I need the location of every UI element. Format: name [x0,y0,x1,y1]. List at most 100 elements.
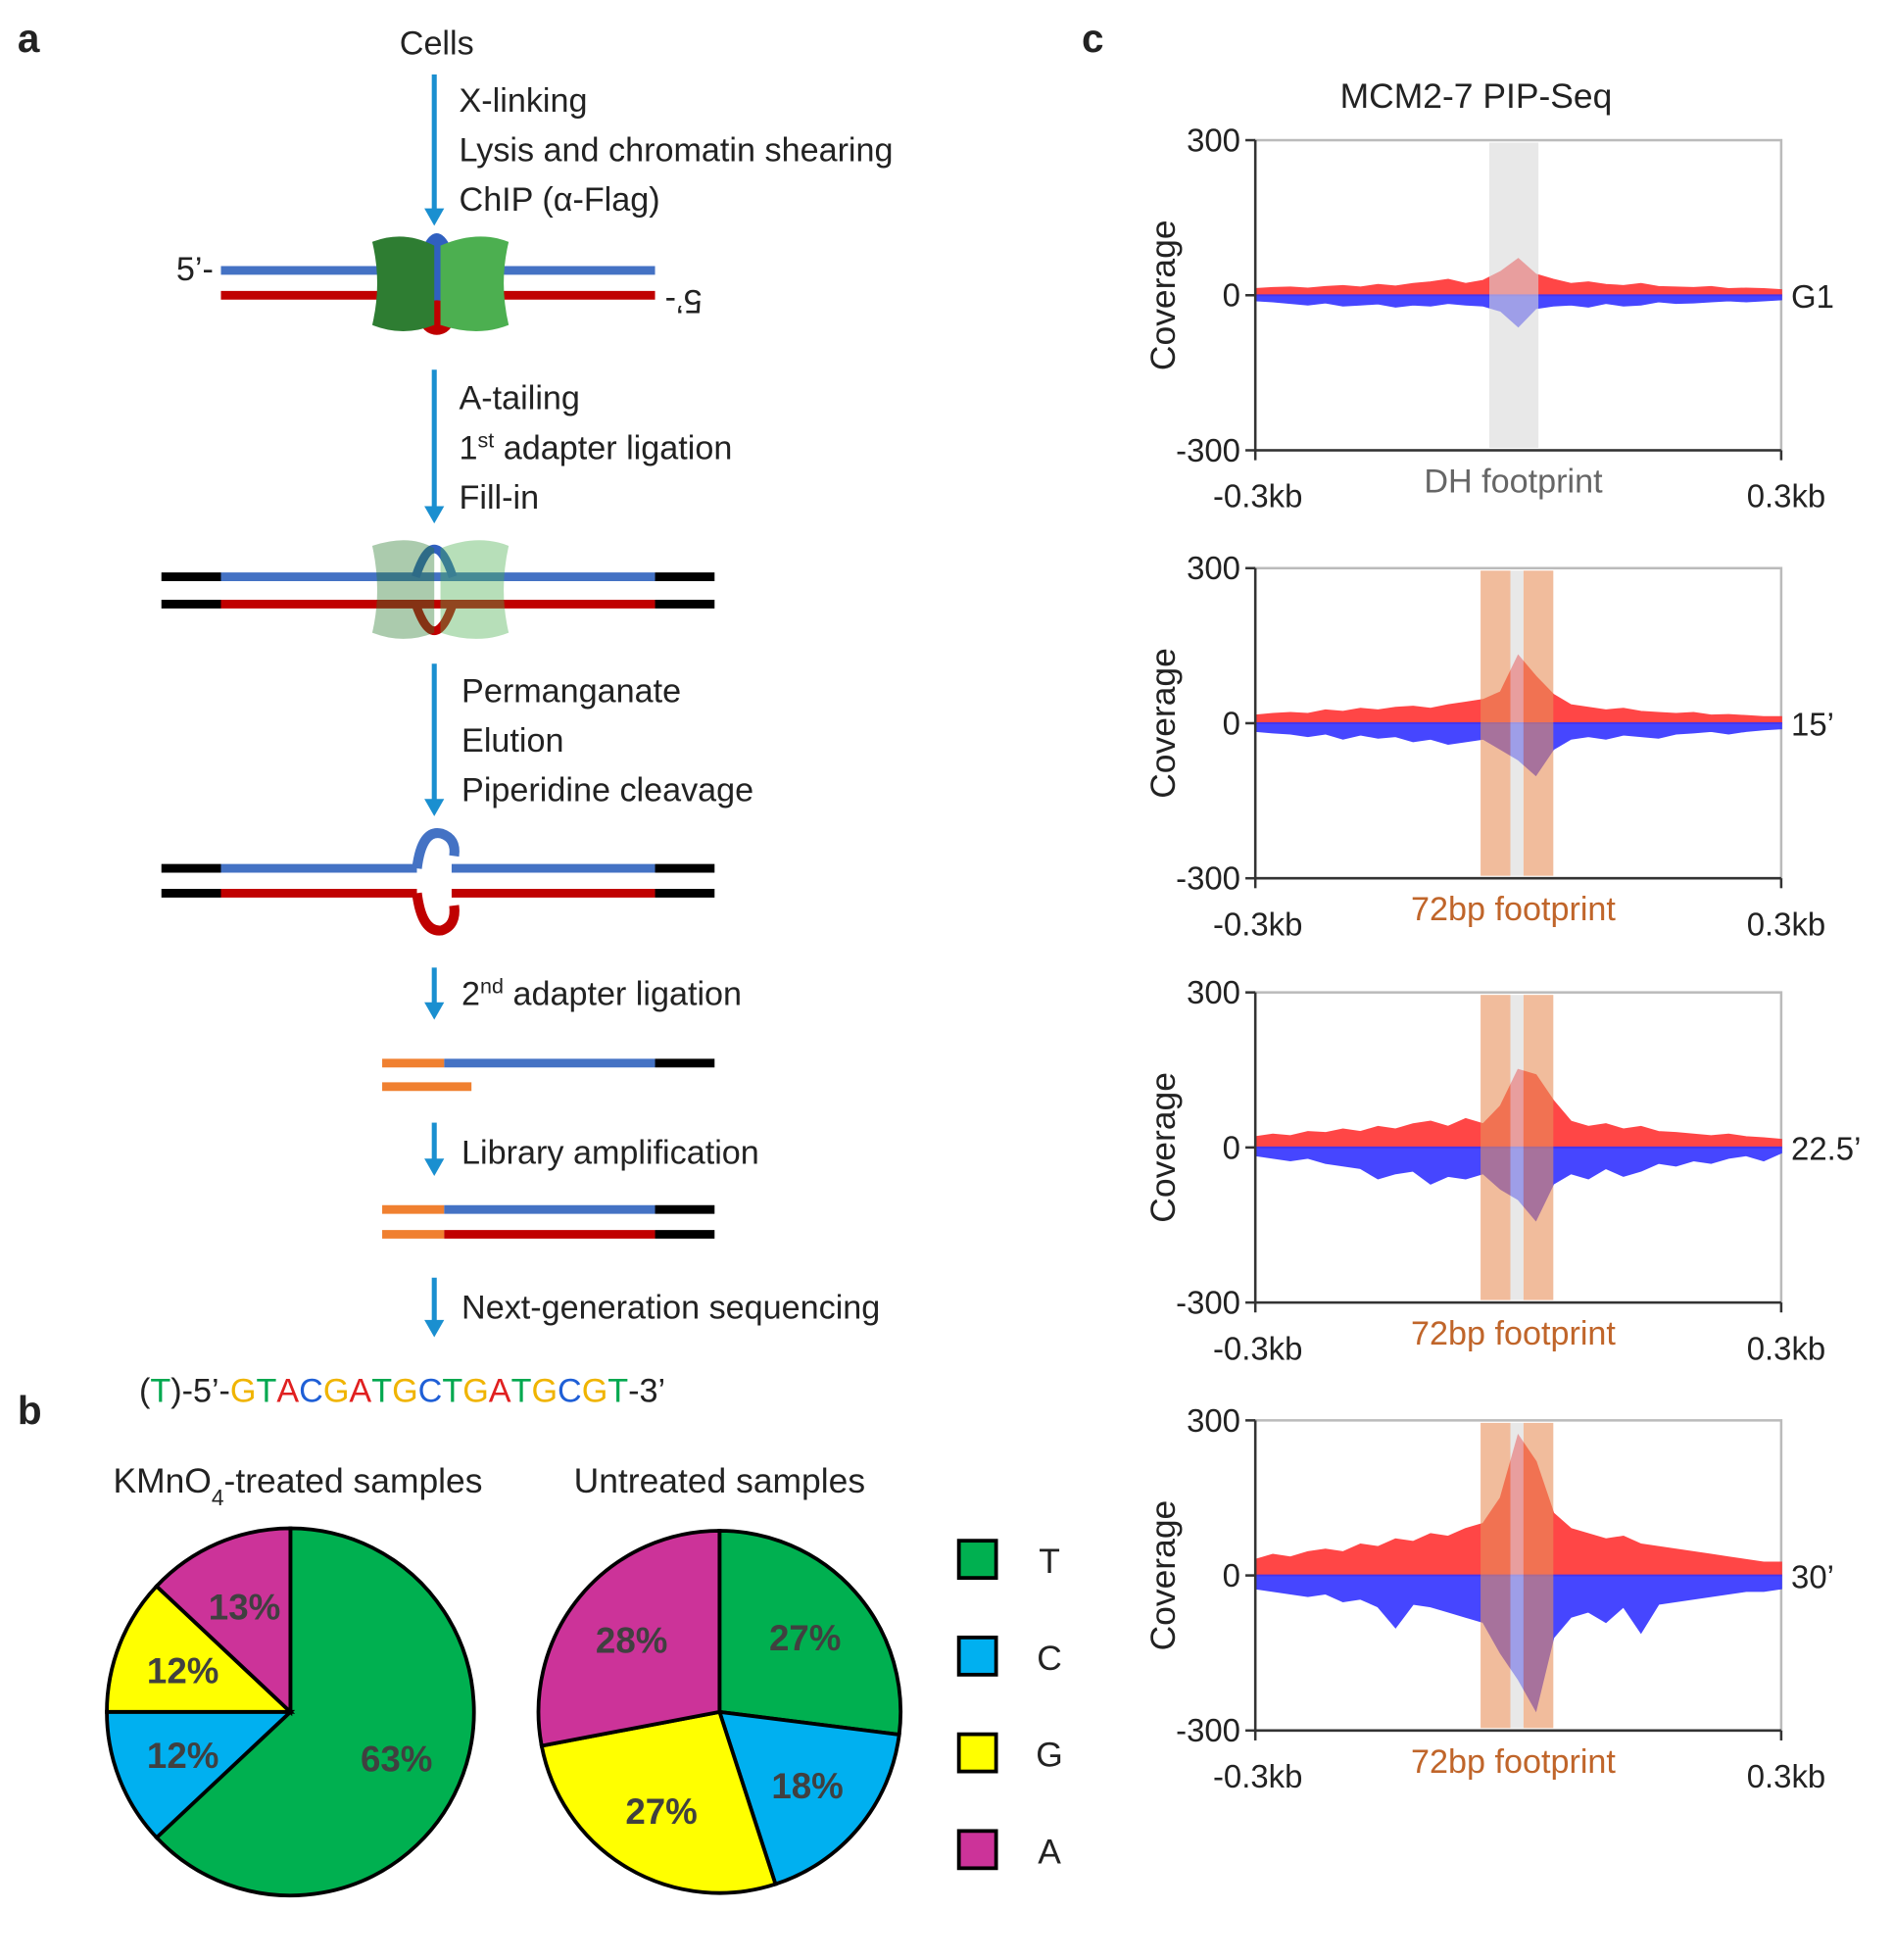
pie-title-part: 4 [212,1485,224,1510]
y-tick-label: 300 [1187,974,1240,1010]
pie-value-label: 13% [209,1587,280,1627]
sequence-token: G [392,1372,418,1409]
legend-swatch [956,1539,998,1581]
x-tick-label: -0.3kb [1213,906,1302,942]
step-label: Elution [461,722,563,760]
y-tick-label: 300 [1187,550,1240,586]
sequence-token: A [349,1372,371,1409]
legend-swatch [956,1635,998,1677]
footprint-band [1523,995,1554,1300]
step-label-part: 1 [460,429,478,466]
footprint-band [1480,1422,1511,1729]
dna-schematic [382,1204,715,1239]
step-label-part: adapter ligation [494,429,732,466]
arrow-head [424,506,445,524]
pie-value-label: 28% [596,1621,667,1661]
sequence-token: G [323,1372,350,1409]
step-label-part: st [478,428,495,452]
pie-value-label: 63% [361,1740,432,1780]
sequence-token: A [276,1372,299,1409]
y-tick-label: 0 [1223,1129,1240,1165]
step-label: ChIP (α-Flag) [460,181,660,219]
panel-label: c [1082,16,1104,61]
footprint-band [1510,995,1524,1300]
x-tick-label: 0.3kb [1747,478,1826,514]
arrow-head [424,1158,445,1176]
step-label: X-linking [460,82,588,120]
dna-schematic [161,540,715,639]
strand-end-label: 5’- [176,251,214,288]
sequence-token: C [558,1372,582,1409]
footprint-band [1523,1422,1554,1729]
condition-label: 15’ [1791,707,1834,743]
x-tick-label: -0.3kb [1213,1758,1302,1794]
footprint-band [1510,1422,1524,1729]
pie-slice [536,1529,722,1748]
pie-slice [717,1529,903,1738]
step-label-part: nd [480,974,504,998]
step-label: Next-generation sequencing [461,1290,880,1327]
cells-label: Cells [400,25,474,63]
y-axis-label: Coverage [1143,1072,1183,1223]
pie-value-label: 12% [147,1650,218,1690]
pie-value-label: 27% [769,1618,841,1658]
y-axis-label: Coverage [1143,220,1183,370]
footprint-band [1523,570,1554,876]
legend-label: T [1039,1542,1060,1581]
y-tick-label: 0 [1223,1557,1240,1593]
y-tick-label: 0 [1223,705,1240,741]
sequence-token: T [371,1372,392,1409]
sequence-token: G [531,1372,558,1409]
step-label: 2nd adapter ligation [461,974,742,1012]
sequence-token: ( [139,1372,151,1409]
y-tick-label: 0 [1223,277,1240,314]
panel-label: b [18,1388,42,1433]
sequence-token: )-5’- [170,1372,230,1409]
sequence: (T)-5’-GTACGATGCTGATGCGT-3’ [139,1372,665,1409]
arrow-head [424,799,445,816]
dna-schematic [161,828,715,936]
dna-schematic [220,232,655,335]
sequence-token: C [299,1372,323,1409]
pie-title: KMnO4-treated samples [113,1461,482,1510]
sequence-token: T [256,1372,276,1409]
condition-label: 30’ [1791,1558,1834,1594]
x-tick-label: 0.3kb [1747,1330,1826,1366]
legend-label: A [1038,1832,1061,1871]
y-tick-label: -300 [1176,1712,1240,1748]
arrow-head [424,1319,445,1338]
pie-title-part: -treated samples [224,1461,483,1500]
pie-value-label: 12% [147,1736,218,1776]
sequence-token: T [442,1372,462,1409]
y-tick-label: 300 [1187,1402,1240,1439]
sequence-token: A [489,1372,511,1409]
step-label: 1st adapter ligation [460,428,733,466]
x-tick-label: 0.3kb [1747,906,1826,942]
y-axis-label: Coverage [1143,648,1183,799]
step-label-part: 2 [461,975,480,1012]
dna-schematic [382,1058,715,1092]
step-label: A-tailing [460,380,580,417]
footprint-band [1489,142,1539,448]
legend-label: C [1037,1639,1062,1678]
condition-label: 22.5’ [1791,1131,1861,1167]
footprint-label: 72bp footprint [1411,1743,1616,1781]
pie-value-label: 18% [771,1766,843,1806]
step-label-part: adapter ligation [504,975,742,1012]
footprint-band [1510,570,1524,876]
y-tick-label: -300 [1176,432,1240,468]
footprint-label: 72bp footprint [1411,1315,1616,1352]
pie-title: Untreated samples [574,1461,865,1500]
legend-label: G [1036,1736,1063,1775]
chart-title: MCM2-7 PIP-Seq [1340,76,1613,116]
step-label: Fill-in [460,479,540,516]
sequence-token: -3’ [628,1372,665,1409]
step-label: Lysis and chromatin shearing [460,132,894,170]
arrow-head [424,1002,445,1020]
pie-title-part: KMnO [113,1461,211,1500]
step-label: Permanganate [461,672,681,710]
step-label: Piperidine cleavage [461,772,753,809]
sequence-token: T [511,1372,532,1409]
sequence-token: T [607,1372,628,1409]
x-tick-label: 0.3kb [1747,1758,1826,1794]
